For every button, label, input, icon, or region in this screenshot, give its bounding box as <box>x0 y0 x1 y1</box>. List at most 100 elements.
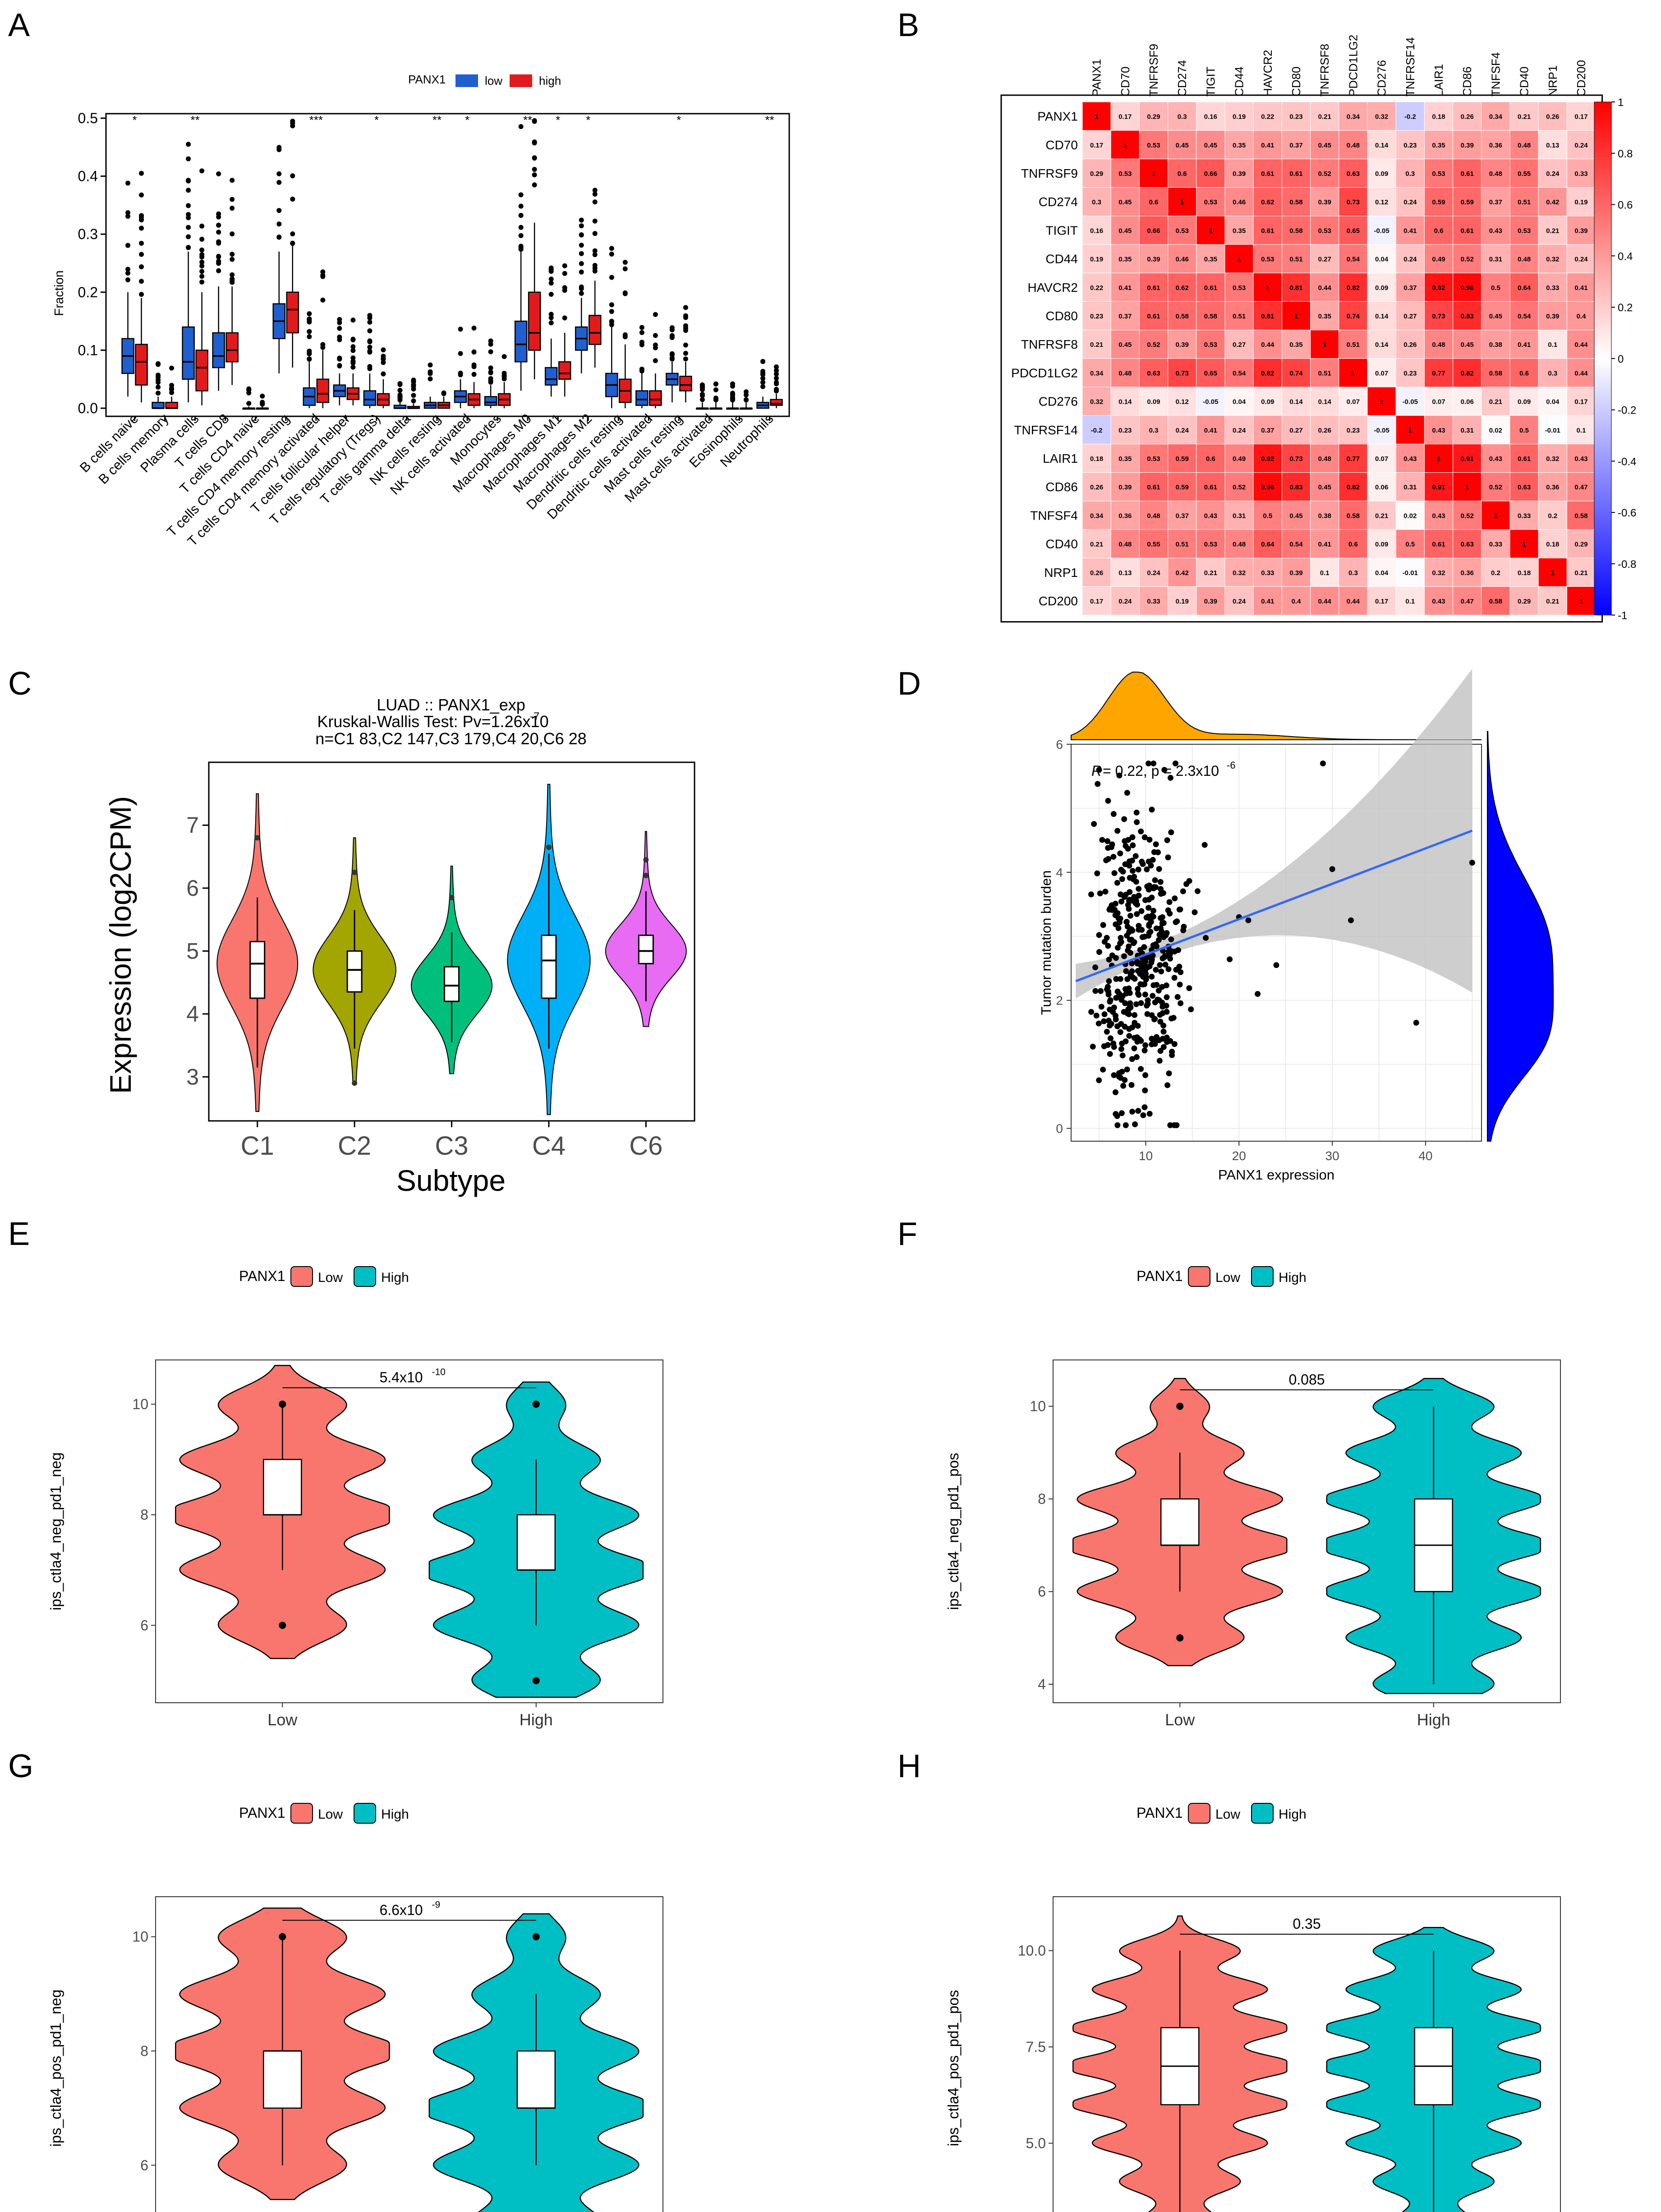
heat-value: 0.91 <box>1432 484 1445 491</box>
outlier-point <box>518 203 524 209</box>
data-point <box>1113 976 1119 982</box>
outlier-point <box>773 376 779 381</box>
x-tick-label: High <box>520 1710 553 1729</box>
col-label: LAIR1 <box>1432 64 1445 97</box>
box-high <box>286 291 299 334</box>
data-point <box>1133 1001 1139 1007</box>
panel-f: PANX1 Low High 4 6 8 10 ips_ctla4_neg_pd1_pos Lo… <box>945 1266 1561 1729</box>
colorbar-label: -0.4 <box>1618 456 1636 468</box>
row-label: CD86 <box>1045 480 1078 494</box>
data-point <box>1106 978 1112 984</box>
heat-cell <box>1339 529 1368 558</box>
heat-cell <box>1367 558 1396 587</box>
data-point <box>1119 1069 1125 1075</box>
row-label: TNFRSF9 <box>1021 166 1078 180</box>
legend-label-high: High <box>1279 1270 1307 1285</box>
heat-value: 0.04 <box>1375 569 1389 577</box>
x-tick-label: C4 <box>532 1131 566 1161</box>
data-point <box>1124 790 1130 796</box>
box-high <box>528 291 541 351</box>
heat-cell <box>1253 330 1282 359</box>
data-point <box>1138 908 1145 914</box>
heat-value: 0.21 <box>1546 227 1559 235</box>
heat-value: 0.29 <box>1518 598 1531 605</box>
heat-cell <box>1168 586 1197 616</box>
heat-value: 0.48 <box>1118 369 1132 377</box>
outlier-point <box>276 235 282 240</box>
heat-cell <box>1110 443 1140 473</box>
data-point <box>1136 892 1142 899</box>
heat-value: 0.48 <box>1233 541 1246 548</box>
outlier-point <box>307 334 312 339</box>
data-point <box>1101 1018 1107 1024</box>
heat-cell <box>1367 415 1396 444</box>
outlier-point <box>683 305 688 310</box>
outlier-point <box>216 261 221 266</box>
heat-value: 0.58 <box>1489 369 1502 377</box>
heat-value: 0.35 <box>1318 313 1331 320</box>
heat-cell <box>1453 130 1482 159</box>
heat-value: 0.53 <box>1118 170 1132 178</box>
box-high <box>195 350 208 392</box>
heat-cell <box>1424 330 1454 359</box>
heat-cell <box>1481 244 1510 273</box>
heat-value: 0.53 <box>1176 227 1189 235</box>
heat-value: 0.21 <box>1204 569 1217 577</box>
data-point <box>1171 1041 1178 1047</box>
colorbar-label: 0 <box>1618 353 1624 365</box>
outlier-point <box>760 359 765 364</box>
heat-cell <box>1196 216 1225 245</box>
heat-value: 0.09 <box>1518 398 1531 406</box>
outlier-point <box>125 277 131 282</box>
outlier-point <box>609 309 614 314</box>
data-point <box>1088 891 1094 898</box>
heat-cell <box>1339 330 1368 359</box>
outlier-point <box>713 387 718 392</box>
heat-value: 1 <box>1266 284 1270 292</box>
outlier-point <box>683 342 688 348</box>
outlier-point <box>139 171 144 176</box>
outlier-point <box>579 269 584 275</box>
heat-value: 0.42 <box>1176 569 1189 577</box>
heat-value: 0.61 <box>1261 227 1274 235</box>
heat-value: 0.36 <box>1118 512 1132 520</box>
data-point <box>1134 911 1140 917</box>
heat-cell <box>1253 358 1282 387</box>
data-point <box>1113 1111 1119 1117</box>
heat-cell <box>1310 187 1339 217</box>
heat-value: 0.29 <box>1147 113 1160 121</box>
heat-value: 0.21 <box>1318 113 1331 121</box>
col-label: PDCD1LG2 <box>1346 35 1360 97</box>
data-point <box>1131 1045 1137 1051</box>
heat-cell <box>1196 272 1225 302</box>
outlier-point <box>458 372 463 378</box>
data-point <box>1148 862 1154 869</box>
heat-value: 0.31 <box>1489 256 1502 263</box>
outlier-point <box>397 387 403 393</box>
outlier-point <box>230 197 235 202</box>
data-point <box>1129 968 1135 974</box>
regression-line <box>1075 830 1473 982</box>
heat-value: 0.44 <box>1261 341 1275 349</box>
data-point <box>1136 922 1142 929</box>
heat-cell <box>1110 130 1140 159</box>
heat-value: 0.18 <box>1090 455 1103 463</box>
heat-value: 0.96 <box>1461 284 1474 292</box>
heat-cell <box>1224 415 1254 444</box>
heat-value: 0.3 <box>1149 427 1159 434</box>
outlier-point <box>290 119 295 124</box>
heat-value: 0.21 <box>1546 598 1559 605</box>
outlier-point <box>622 266 628 272</box>
heat-cell <box>1139 187 1169 217</box>
heat-value: 0.5 <box>1519 427 1529 434</box>
heat-cell <box>1424 558 1454 587</box>
outlier-point <box>760 380 765 385</box>
data-point <box>1113 955 1119 961</box>
heat-value: 0.92 <box>1432 284 1445 292</box>
outlier-point <box>548 315 554 320</box>
heat-cell <box>1538 130 1567 159</box>
heat-cell <box>1082 158 1111 188</box>
row-label: CD70 <box>1045 138 1078 152</box>
heat-cell <box>1281 187 1311 217</box>
